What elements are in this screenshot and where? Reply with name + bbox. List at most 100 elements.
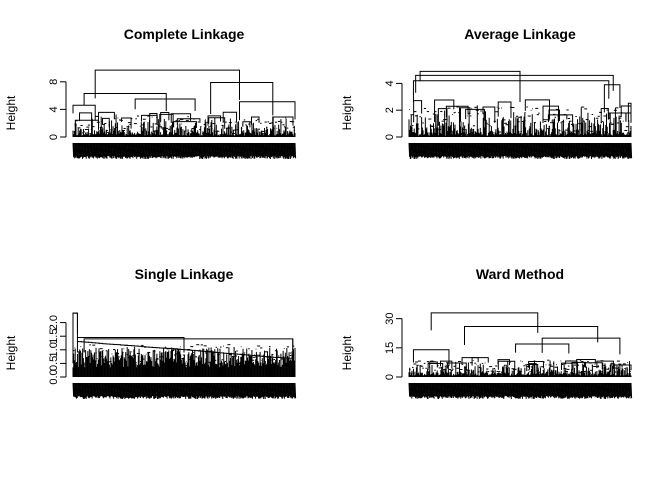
leaf-label: [571, 382, 574, 398]
leaf-label: [146, 382, 149, 399]
leaf-label: [146, 142, 149, 159]
leaf-label: [603, 142, 605, 158]
leaf-label: [254, 142, 257, 157]
leaf-label: [458, 142, 460, 159]
leaf-label: [618, 382, 621, 397]
leaf-label: [570, 382, 572, 398]
leaf-label: [467, 382, 470, 399]
leaf-label: [500, 142, 503, 157]
leaf-label: [470, 382, 473, 398]
leaf-label: [147, 142, 150, 159]
leaf-label: [545, 142, 547, 158]
leaf-label: [618, 142, 621, 157]
leaf-label: [272, 382, 274, 398]
leaf-label: [159, 382, 161, 399]
leaf-label: [608, 382, 611, 399]
leaf-label: [74, 382, 77, 398]
leaf-label: [418, 382, 421, 399]
leaf-label: [105, 142, 107, 159]
leaf-label: [525, 382, 527, 399]
leaf-label: [95, 382, 98, 398]
leaf-label: [497, 142, 500, 157]
leaf-label: [134, 142, 136, 158]
dendrogram-branch: [412, 80, 610, 103]
leaf-label: [139, 382, 141, 398]
leaf-label: [270, 142, 273, 158]
leaf-label: [471, 142, 474, 158]
leaf-label: [487, 382, 490, 397]
leaf-label: [554, 142, 556, 157]
leaf-label: [500, 382, 503, 398]
leaf-label: [598, 142, 601, 159]
leaf-label: [196, 142, 199, 157]
leaf-label: [73, 382, 75, 397]
leaf-label: [200, 382, 202, 397]
leaf-label: [128, 142, 130, 158]
leaf-label: [535, 142, 538, 158]
leaf-label: [294, 382, 297, 399]
leaf-label: [513, 142, 515, 158]
leaf-label: [629, 382, 631, 399]
leaf-label: [246, 382, 249, 399]
leaf-label: [445, 142, 448, 159]
leaf-label: [239, 142, 242, 157]
leaf-label: [167, 142, 170, 159]
leaf-label: [436, 382, 439, 399]
leaf-label: [481, 382, 483, 399]
leaf-label: [254, 382, 257, 399]
leaf-label: [553, 142, 555, 159]
leaf-label: [282, 382, 285, 397]
leaf-label: [139, 142, 141, 159]
dendrogram-branch: [548, 109, 560, 122]
leaf-label: [525, 142, 528, 158]
dendrogram-branch: [134, 98, 196, 111]
leaf-label: [510, 382, 512, 400]
leaf-label: [72, 382, 75, 397]
leaf-label: [212, 382, 214, 399]
leaf-label: [581, 382, 584, 399]
leaf-label: [457, 382, 460, 398]
leaf-label: [502, 382, 504, 399]
leaf-label: [235, 142, 238, 159]
leaf-label: [215, 142, 217, 157]
leaf-label: [113, 382, 115, 397]
leaf-label: [513, 382, 515, 397]
dendrogram-branch: [222, 111, 238, 123]
leaf-label: [257, 382, 259, 399]
leaf-label: [602, 382, 604, 397]
leaf-label: [176, 142, 179, 157]
leaf-label: [218, 382, 221, 398]
leaf-label: [140, 142, 142, 159]
dendrogram-branch: [547, 114, 568, 123]
leaf-label: [569, 382, 572, 398]
leaf-label: [190, 142, 193, 158]
leaf-label: [617, 382, 620, 398]
leaf-label: [74, 142, 77, 158]
leaf-label: [526, 142, 529, 159]
leaf-label: [187, 142, 190, 158]
leaf-label: [473, 142, 476, 157]
leaf-label: [163, 142, 165, 159]
leaf-label: [151, 382, 153, 397]
leaf-label: [82, 142, 84, 158]
leaf-label: [605, 382, 607, 398]
leaf-label: [598, 382, 601, 397]
leaf-label: [447, 142, 449, 159]
leaf-label: [564, 382, 567, 398]
leaf-label: [599, 142, 601, 158]
leaf-label: [264, 382, 267, 397]
leaf-label: [512, 382, 515, 397]
leaf-label: [629, 142, 631, 159]
leaf-label: [529, 382, 532, 398]
leaf-label: [114, 142, 117, 159]
leaf-label: [251, 382, 254, 399]
leaf-label: [551, 382, 554, 397]
dendrogram-branch: [497, 101, 512, 119]
leaf-label: [245, 382, 248, 397]
leaf-label: [267, 382, 269, 399]
leaf-label: [163, 382, 165, 397]
leaf-label: [595, 382, 598, 398]
leaf-label: [473, 142, 475, 159]
leaf-label: [83, 142, 86, 157]
leaf-label: [195, 142, 198, 157]
